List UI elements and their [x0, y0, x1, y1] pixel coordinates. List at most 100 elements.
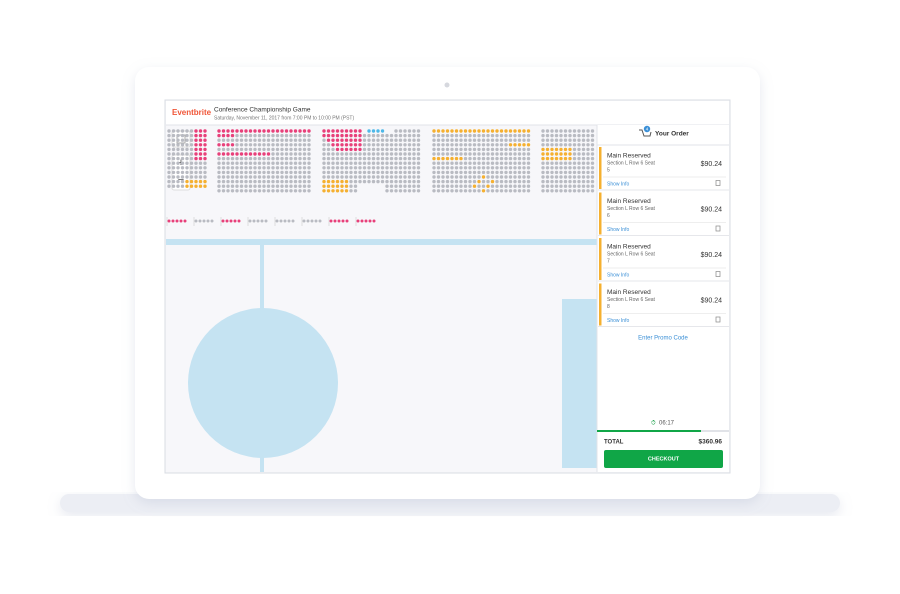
seat[interactable] — [262, 170, 266, 175]
seat[interactable] — [581, 161, 586, 165]
seat[interactable] — [450, 156, 454, 161]
seat[interactable] — [275, 147, 280, 152]
seat[interactable] — [367, 147, 371, 152]
seat[interactable] — [504, 184, 508, 188]
seat[interactable] — [171, 179, 176, 184]
seat[interactable] — [468, 133, 472, 138]
seat[interactable] — [353, 184, 358, 188]
seat[interactable] — [293, 147, 298, 152]
seat[interactable] — [554, 133, 559, 138]
seat[interactable] — [508, 179, 513, 184]
seat[interactable] — [217, 147, 221, 152]
seat[interactable] — [217, 179, 221, 184]
seat[interactable] — [371, 161, 376, 165]
seat[interactable] — [371, 175, 376, 179]
seat[interactable] — [486, 143, 490, 147]
seat[interactable] — [504, 189, 508, 193]
seat[interactable] — [167, 170, 171, 175]
seat[interactable] — [568, 179, 572, 184]
seat[interactable] — [385, 179, 389, 184]
seat[interactable] — [331, 129, 335, 133]
seat[interactable] — [244, 179, 248, 184]
seat[interactable] — [271, 175, 275, 179]
seat[interactable] — [394, 143, 398, 147]
seat[interactable] — [468, 156, 472, 161]
seat[interactable] — [235, 152, 239, 156]
seat[interactable] — [403, 147, 407, 152]
seat[interactable] — [541, 138, 545, 142]
seat[interactable] — [167, 143, 171, 147]
seat[interactable] — [235, 184, 239, 188]
seat[interactable] — [380, 156, 385, 161]
seat[interactable] — [432, 152, 436, 156]
seat[interactable] — [526, 166, 531, 170]
seat[interactable] — [226, 161, 230, 165]
seat[interactable] — [189, 147, 194, 152]
seat[interactable] — [432, 170, 436, 175]
seat[interactable] — [572, 138, 577, 142]
seat[interactable] — [349, 184, 353, 188]
seat[interactable] — [239, 170, 244, 175]
seat[interactable] — [322, 152, 326, 156]
seat[interactable] — [486, 129, 490, 133]
seat[interactable] — [337, 219, 341, 223]
seat[interactable] — [371, 133, 376, 138]
seat[interactable] — [563, 175, 568, 179]
seat[interactable] — [180, 184, 185, 188]
seat[interactable] — [280, 189, 284, 193]
seat[interactable] — [284, 161, 289, 165]
seat[interactable] — [353, 170, 358, 175]
seat[interactable] — [189, 170, 194, 175]
seat[interactable] — [499, 161, 504, 165]
seat[interactable] — [586, 138, 590, 142]
zoom-out[interactable]: − — [178, 174, 184, 186]
seat[interactable] — [490, 138, 495, 142]
seat[interactable] — [262, 129, 266, 133]
seat[interactable] — [563, 166, 568, 170]
seat[interactable] — [298, 179, 302, 184]
seat[interactable] — [367, 166, 371, 170]
seat[interactable] — [176, 166, 180, 170]
seat[interactable] — [522, 138, 526, 142]
seat[interactable] — [522, 175, 526, 179]
seat[interactable] — [517, 189, 522, 193]
seat[interactable] — [481, 166, 486, 170]
seat[interactable] — [353, 133, 358, 138]
seat[interactable] — [230, 179, 235, 184]
seat[interactable] — [356, 219, 360, 223]
seat[interactable] — [568, 133, 572, 138]
seat[interactable] — [554, 147, 559, 152]
seat[interactable] — [235, 166, 239, 170]
seat[interactable] — [477, 138, 481, 142]
seat[interactable] — [394, 161, 398, 165]
seat[interactable] — [302, 138, 307, 142]
seat[interactable] — [266, 152, 271, 156]
seat[interactable] — [450, 138, 454, 142]
seat[interactable] — [349, 138, 353, 142]
seat[interactable] — [335, 133, 340, 138]
seat[interactable] — [432, 147, 436, 152]
seat[interactable] — [203, 138, 207, 142]
seat[interactable] — [253, 179, 257, 184]
seat[interactable] — [289, 156, 293, 161]
seat[interactable] — [226, 147, 230, 152]
seat[interactable] — [445, 161, 450, 165]
seat[interactable] — [472, 147, 477, 152]
seat[interactable] — [441, 184, 445, 188]
seat[interactable] — [252, 219, 256, 223]
seat[interactable] — [349, 156, 353, 161]
seat[interactable] — [550, 175, 554, 179]
seat[interactable] — [194, 143, 198, 147]
seat[interactable] — [266, 166, 271, 170]
seat[interactable] — [239, 129, 244, 133]
seat[interactable] — [271, 161, 275, 165]
seat[interactable] — [194, 133, 198, 138]
seat[interactable] — [293, 129, 298, 133]
seat[interactable] — [335, 189, 340, 193]
seat[interactable] — [526, 175, 531, 179]
seat[interactable] — [302, 156, 307, 161]
show-info-link[interactable]: Show Info — [607, 181, 629, 187]
seat[interactable] — [459, 184, 463, 188]
seat[interactable] — [257, 143, 262, 147]
seat[interactable] — [371, 156, 376, 161]
